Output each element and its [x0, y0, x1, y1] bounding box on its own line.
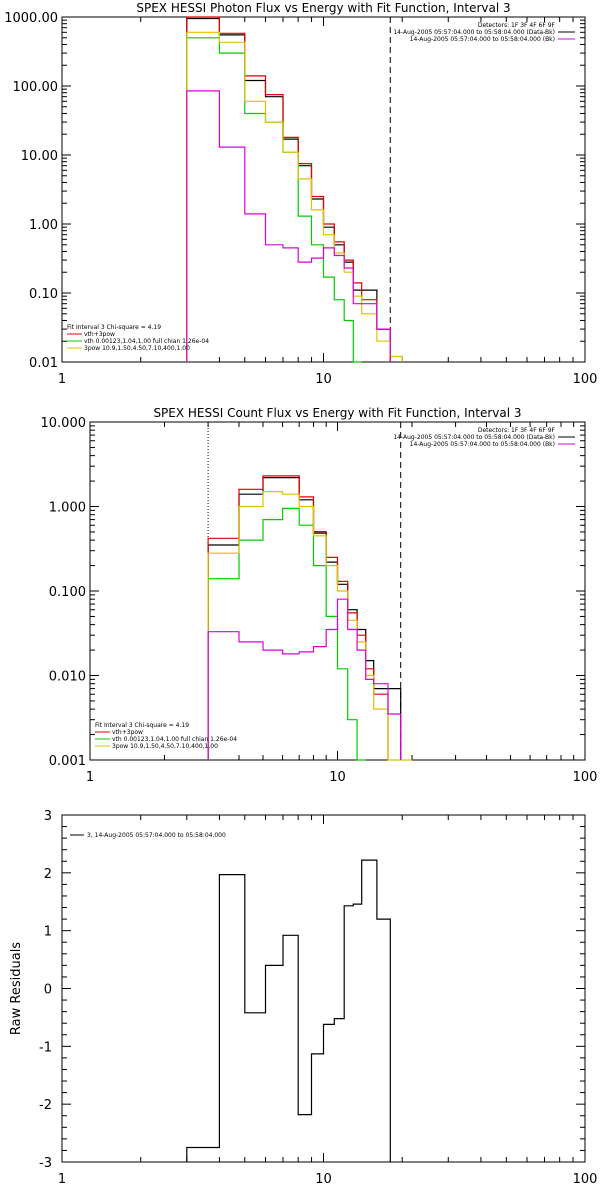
fit-info-line: 3pow 10.9,1.50,4.50,7.10,400,1.00	[84, 345, 190, 352]
series-line-1	[186, 17, 391, 362]
y-tick-label: 1.000	[49, 501, 86, 516]
fit-info-line: vth+3pow	[84, 331, 115, 338]
y-tick-label: -1	[39, 1040, 52, 1055]
series-line-2	[207, 475, 389, 760]
series-line-1	[207, 477, 402, 760]
header-line: 14-Aug-2005 05:57:04.000 to 05:58:04.000…	[410, 36, 555, 43]
y-tick-label: 1000.00	[4, 11, 58, 26]
series-line-4	[186, 31, 403, 362]
y-tick-label: 1	[44, 925, 52, 940]
y-tick-label: 0.100	[49, 585, 86, 600]
x-tick-label: 1	[58, 372, 66, 387]
y-tick-label: 1.00	[29, 218, 58, 233]
y-tick-label: -3	[39, 1156, 52, 1171]
y-tick-label: 3	[44, 809, 52, 824]
header-line: 14-Aug-2005 05:57:04.000 to 05:58:04.000…	[393, 434, 555, 441]
series-line-2	[186, 16, 391, 362]
header-line: 14-Aug-2005 05:57:04.000 to 05:58:04.000…	[410, 441, 555, 448]
fit-info-line: Fit Interval 3 Chi-square = 4.19	[95, 722, 189, 729]
series-line-1	[186, 859, 391, 1162]
header-line: 14-Aug-2005 05:57:04.000 to 05:58:04.000…	[393, 29, 555, 36]
y-tick-label: 0.10	[29, 287, 58, 302]
chart-title: SPEX HESSI Photon Flux vs Energy with Fi…	[136, 1, 510, 15]
y-tick-label: 0.01	[29, 356, 58, 371]
header-line: Detectors: 1F 3F 4F 6F 9F	[478, 22, 556, 29]
series-line-3	[207, 507, 366, 761]
fit-info-line: Fit Interval 3 Chi-square = 4.19	[67, 324, 161, 331]
x-tick-label: 1	[86, 770, 94, 785]
y-tick-label: 100.00	[13, 80, 59, 95]
x-tick-label: 100	[573, 372, 598, 387]
y-tick-label: 10.000	[41, 416, 87, 431]
plot-frame-1	[61, 16, 586, 363]
x-tick-label: 10	[329, 770, 346, 785]
y-tick-label: 0.001	[49, 754, 86, 769]
chart-title: SPEX HESSI Count Flux vs Energy with Fit…	[153, 406, 521, 420]
header-line: Detectors: 1F 3F 4F 6F 9F	[478, 427, 556, 434]
legend-entry: 3, 14-Aug-2005 05:57:04.000 to 05:58:04.…	[87, 832, 226, 839]
fit-info-line: vth+3pow	[112, 729, 143, 736]
fit-info-line: 3pow 10.9,1.50,4.50,7.10,400,1.00	[112, 743, 218, 750]
series-line-5	[207, 598, 402, 760]
y-axis-label: Raw Residuals	[9, 942, 24, 1035]
x-tick-label: 100	[573, 770, 598, 785]
y-tick-label: 0.010	[49, 670, 86, 685]
x-tick-label: 100	[573, 1172, 598, 1187]
y-tick-label: 2	[44, 867, 52, 882]
fit-info-line: vth 0.00123,1.04,1.00 full chian 1.26e-0…	[84, 338, 209, 345]
series-line-4	[207, 491, 412, 761]
x-tick-label: 10	[315, 1172, 332, 1187]
series-line-5	[186, 90, 391, 362]
plot-frame-3	[61, 814, 586, 1163]
series-line-3	[186, 37, 362, 363]
x-tick-label: 1	[58, 1172, 66, 1187]
x-tick-label: 10	[315, 372, 332, 387]
y-tick-label: 0	[44, 983, 52, 998]
y-tick-label: 10.00	[21, 149, 58, 164]
y-tick-label: -2	[39, 1098, 52, 1113]
fit-info-line: vth 0.00123,1.04,1.00 full chian 1.26e-0…	[112, 736, 237, 743]
